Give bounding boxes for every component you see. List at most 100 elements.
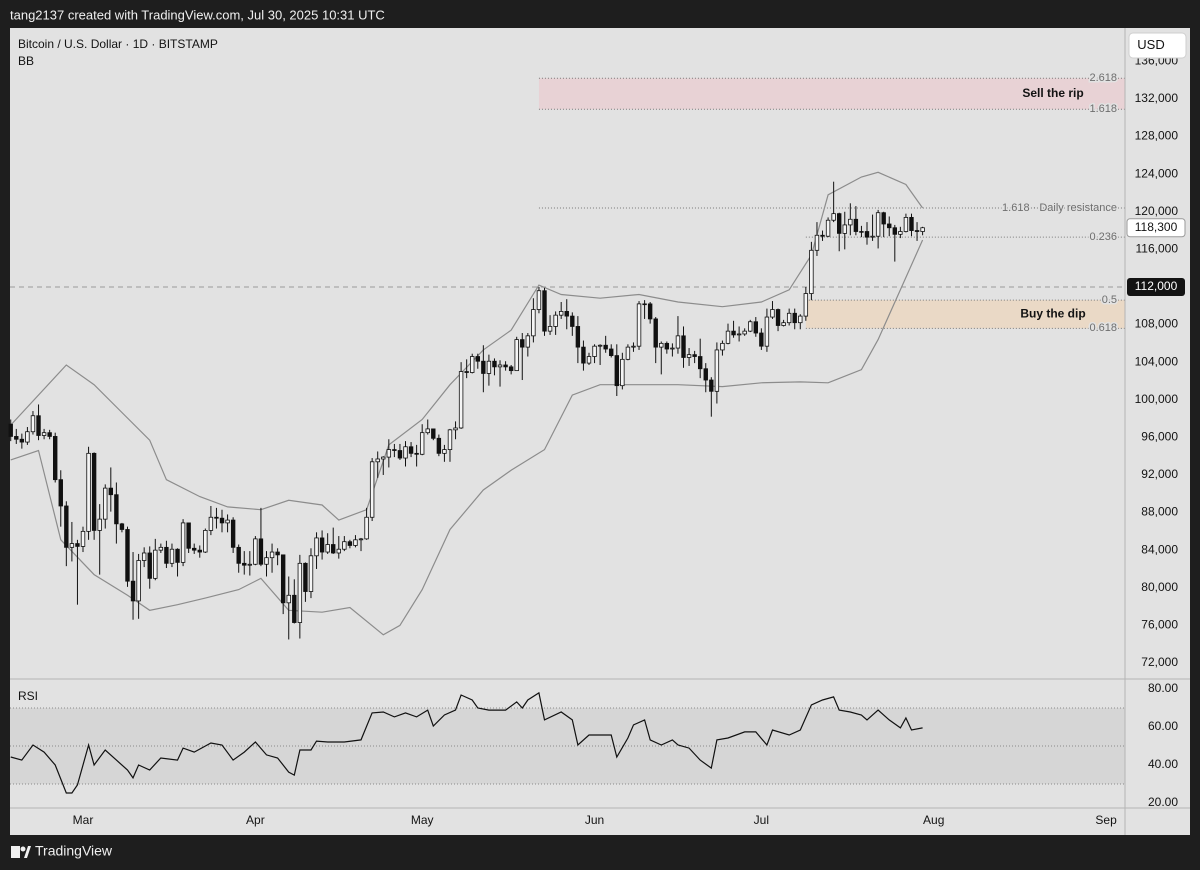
candle-body [848, 218, 853, 226]
currency-label[interactable]: USD [1137, 37, 1164, 52]
candle-body [286, 594, 291, 604]
candle-body [508, 366, 514, 372]
candle-body [125, 529, 130, 582]
candle-body [91, 452, 97, 531]
candle-body [253, 538, 258, 565]
candle-body [375, 458, 380, 463]
candle-body [141, 552, 147, 561]
candle-body [742, 330, 747, 335]
candle-body [520, 339, 525, 348]
candle-body [536, 290, 542, 310]
candle-body [642, 303, 647, 306]
brand-name: TradingView [35, 843, 113, 859]
candle-body [736, 333, 742, 336]
candle-body [203, 530, 208, 553]
price-line-badge [1127, 277, 1185, 296]
rsi-tick-label: 80.00 [1148, 681, 1178, 695]
candle-body [475, 356, 480, 362]
candle-body [714, 349, 720, 392]
candle-body [197, 549, 202, 553]
rsi-line [10, 691, 923, 794]
candle-body [436, 437, 442, 454]
candle-body [914, 230, 920, 232]
candle-body [786, 312, 792, 324]
bollinger-band [10, 239, 924, 636]
y-tick-label: 108,000 [1135, 317, 1179, 331]
x-tick-label: Jun [585, 813, 604, 827]
rsi-tick-label: 40.00 [1148, 757, 1178, 771]
rsi-band [10, 707, 1125, 785]
candle-body [697, 356, 703, 370]
candle-body [53, 436, 58, 481]
candle-body [169, 548, 175, 564]
candle-body [775, 309, 781, 326]
zone [805, 300, 1125, 329]
candle-body [809, 249, 814, 294]
candle-body [41, 432, 47, 436]
candle-body [575, 326, 581, 348]
candle-body [108, 487, 114, 496]
candle-body [36, 415, 41, 436]
candle-body [503, 364, 508, 368]
candle-body [486, 360, 492, 374]
x-tick-label: Aug [923, 813, 944, 827]
last-price-label: 118,300 [1135, 220, 1178, 234]
rsi-title: RSI [18, 689, 38, 703]
candle-body [64, 505, 69, 548]
y-tick-label: 88,000 [1141, 505, 1178, 519]
candle-body [675, 335, 681, 349]
candle-body [497, 364, 503, 368]
candle-body [425, 428, 430, 434]
y-tick-label: 84,000 [1141, 542, 1178, 556]
candle-body [236, 546, 241, 564]
candle-body [481, 360, 486, 374]
brand: TradingView [11, 843, 113, 859]
candle-body [864, 231, 870, 238]
candle-body [130, 580, 136, 602]
candle-body [853, 218, 859, 232]
y-tick-label: 100,000 [1135, 392, 1179, 406]
candle-body [842, 224, 847, 234]
candle-body [147, 552, 152, 579]
candle-body [75, 543, 80, 547]
last-price-badge [1126, 218, 1186, 238]
candle-body [631, 345, 636, 348]
candle-body [597, 344, 603, 347]
candle-body [153, 549, 158, 579]
indicator-label: BB [18, 54, 34, 68]
candle-body [753, 321, 758, 334]
candle-body [920, 227, 925, 232]
candle-body [664, 342, 670, 350]
candle-body [875, 212, 881, 237]
level-label: 1.618 · Daily resistance [1002, 202, 1117, 214]
candle-body [525, 335, 531, 348]
candle-body [386, 449, 392, 458]
plot-layer: 2.618 1.618 Sell the rip 0.5 0.618 Buy the di… [8, 71, 1125, 794]
candle-body [447, 429, 453, 450]
candle-body [764, 316, 770, 347]
candle-body [620, 358, 625, 387]
candle-body [909, 217, 914, 231]
candle-body [247, 563, 253, 566]
candle-body [319, 537, 325, 553]
currency-button[interactable] [1128, 32, 1187, 59]
candle-body [531, 309, 536, 337]
candle-body [592, 345, 597, 357]
candle-body [614, 355, 619, 387]
candle-body [464, 371, 469, 373]
y-tick-label: 116,000 [1136, 242, 1179, 256]
candle-body [720, 342, 725, 351]
candle-body [47, 432, 52, 437]
candle-body [336, 548, 341, 554]
candle-body [647, 303, 653, 320]
chart-background [10, 28, 1190, 835]
candle-body [770, 309, 775, 318]
x-tick-label: Mar [73, 813, 94, 827]
candle-body [119, 523, 125, 530]
candle-body [609, 348, 614, 356]
candle-body [686, 354, 692, 358]
candle-body [353, 539, 358, 546]
candle-body [731, 330, 736, 336]
zone-label: Sell the rip [1022, 86, 1083, 100]
